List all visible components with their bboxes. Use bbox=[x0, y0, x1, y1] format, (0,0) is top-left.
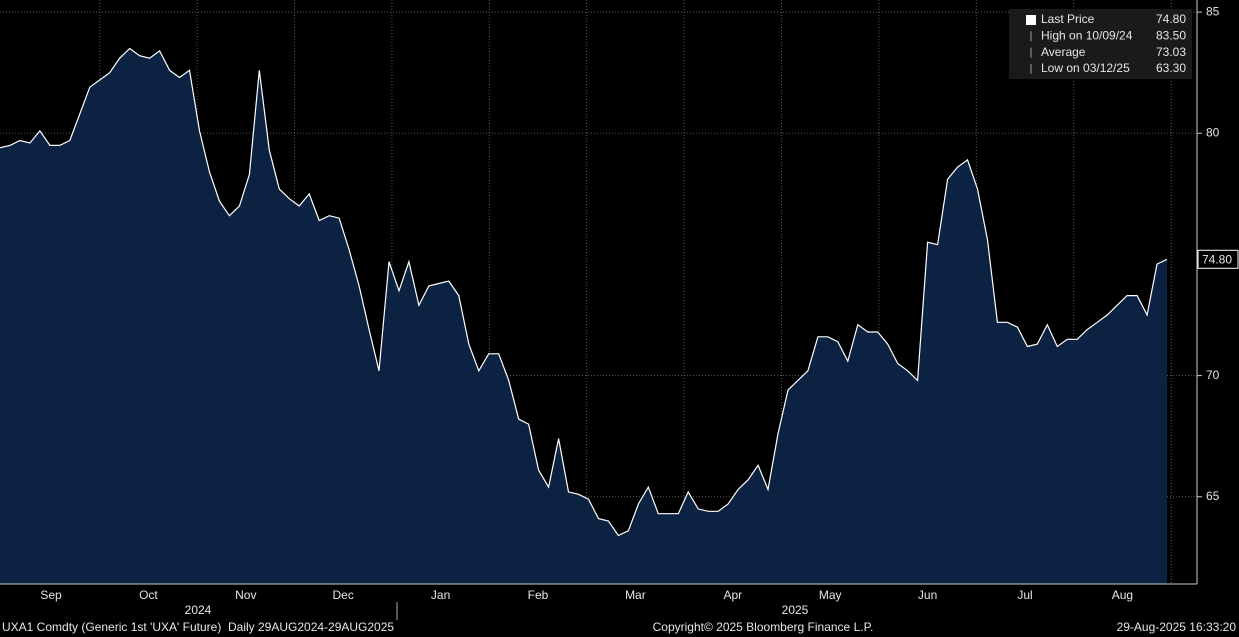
legend-label: Average bbox=[1041, 45, 1086, 59]
legend-label: Low on 03/12/25 bbox=[1041, 61, 1130, 75]
legend-value: 74.80 bbox=[1156, 12, 1186, 26]
x-tick-label: Feb bbox=[528, 588, 549, 602]
x-tick-label: Mar bbox=[625, 588, 646, 602]
legend-value: 83.50 bbox=[1156, 28, 1186, 42]
x-tick-label: Dec bbox=[333, 588, 354, 602]
year-label: 2024 bbox=[185, 603, 212, 617]
footer-center: Copyright© 2025 Bloomberg Finance L.P. bbox=[653, 620, 874, 634]
legend-value: 63.30 bbox=[1156, 61, 1186, 75]
last-price-tag bbox=[1197, 249, 1239, 269]
x-tick-label: May bbox=[819, 588, 842, 602]
last-price-label: 74.80 bbox=[1202, 252, 1232, 266]
y-tick-label: 70 bbox=[1206, 368, 1220, 382]
year-label: 2025 bbox=[782, 603, 809, 617]
area-fill bbox=[0, 48, 1167, 584]
legend-box bbox=[1009, 9, 1192, 79]
y-tick-label: 80 bbox=[1206, 125, 1220, 139]
footer-left: UXA1 Comdty (Generic 1st 'UXA' Future) D… bbox=[2, 620, 394, 634]
footer-right: 29-Aug-2025 16:33:20 bbox=[1117, 620, 1237, 634]
legend-label: High on 10/09/24 bbox=[1041, 28, 1133, 42]
legend-label: Last Price bbox=[1041, 12, 1095, 26]
legend-value: 73.03 bbox=[1156, 45, 1186, 59]
x-tick-label: Jan bbox=[431, 588, 450, 602]
x-tick-label: Nov bbox=[235, 588, 256, 602]
x-tick-label: Aug bbox=[1112, 588, 1133, 602]
x-tick-label: Jun bbox=[918, 588, 937, 602]
y-tick-label: 65 bbox=[1206, 489, 1220, 503]
price-line bbox=[0, 47, 1168, 537]
x-tick-label: Apr bbox=[723, 588, 742, 602]
x-tick-label: Oct bbox=[139, 588, 158, 602]
x-tick-label: Jul bbox=[1017, 588, 1032, 602]
legend-swatch bbox=[1026, 15, 1036, 25]
y-tick-label: 85 bbox=[1206, 4, 1220, 18]
x-tick-label: Sep bbox=[40, 588, 62, 602]
